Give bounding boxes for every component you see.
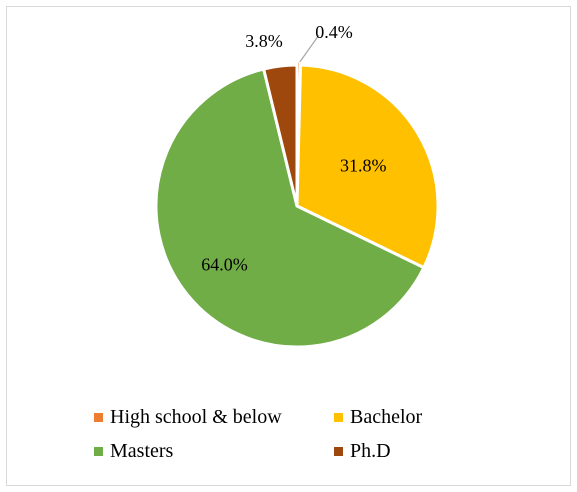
legend-item-bachelor: Bachelor [334, 405, 494, 429]
data-label-ph-d: 3.8% [245, 31, 283, 51]
legend-label-bachelor: Bachelor [350, 405, 423, 428]
pie-slice-bachelor [295, 63, 440, 270]
legend-label-masters: Masters [110, 439, 174, 462]
data-label-masters: 64.0% [201, 254, 248, 274]
data-label-bachelor: 31.8% [340, 156, 387, 176]
legend-item-phd: Ph.D [334, 439, 494, 463]
legend-item-high-school: High school & below [94, 405, 334, 429]
legend-swatch-phd [334, 446, 343, 456]
legend-swatch-masters [94, 446, 103, 456]
legend-label-phd: Ph.D [350, 439, 391, 462]
data-label-high-school-below: 0.4% [315, 22, 353, 42]
legend-swatch-high-school [94, 412, 103, 422]
pie-slice-masters [154, 67, 426, 349]
leader-line-high-school-below [299, 34, 320, 63]
chart-legend: High school & below Bachelor Masters Ph.… [94, 405, 494, 463]
legend-item-masters: Masters [94, 439, 334, 463]
legend-swatch-bachelor [334, 412, 343, 422]
legend-label-high-school: High school & below [110, 405, 282, 428]
pie-slice-ph-d [261, 63, 299, 207]
